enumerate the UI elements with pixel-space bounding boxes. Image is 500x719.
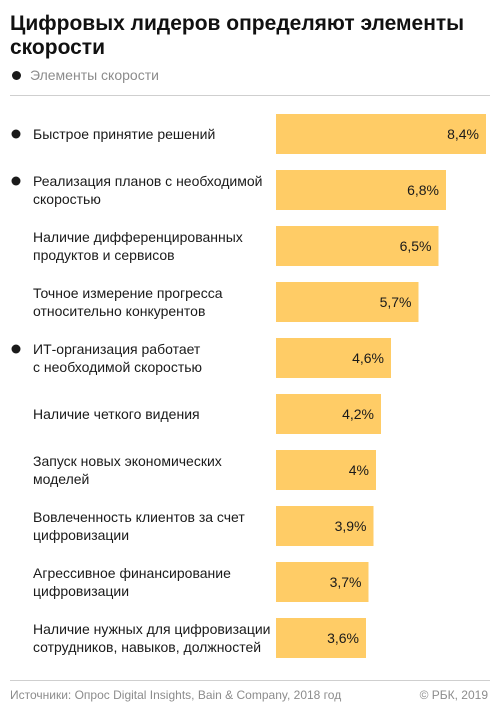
category-label-4: Точное измерение прогресса относительно к…	[33, 285, 223, 319]
bar-1	[276, 114, 486, 154]
category-label-9: Агрессивное финансирование цифровизации	[33, 565, 231, 599]
value-label-1: 8,4%	[447, 126, 479, 142]
value-label-5: 4,6%	[352, 350, 384, 366]
value-label-2: 6,8%	[407, 182, 439, 198]
bar-8	[276, 506, 374, 546]
category-label-10: Наличие нужных для цифровизации сотрудник…	[33, 621, 270, 655]
value-label-7: 4%	[349, 462, 369, 478]
category-label-6: Наличие четкого видения	[33, 406, 200, 422]
category-label-5: ИТ-организация работает с необходимой ско…	[33, 341, 202, 375]
bar-4	[276, 282, 419, 322]
chart-title: Цифровых лидеров определяют элементы ско…	[10, 12, 465, 59]
bar-3	[276, 226, 439, 266]
bottom-divider	[10, 680, 490, 681]
legend-label: Элементы скорости	[30, 67, 159, 83]
copyright: © РБК, 2019	[419, 688, 488, 702]
bar-5	[276, 338, 391, 378]
speed-element-dot-2	[11, 176, 21, 186]
category-label-1: Быстрое принятие решений	[33, 126, 215, 142]
bar-6	[276, 394, 381, 434]
category-label-8: Вовлеченность клиентов за счет цифровизац…	[33, 509, 245, 543]
source-note: Источники: Опрос Digital Insights, Bain …	[10, 688, 342, 702]
value-label-6: 4,2%	[342, 406, 374, 422]
bar-7	[276, 450, 376, 490]
value-label-9: 3,7%	[330, 574, 362, 590]
value-label-3: 6,5%	[400, 238, 432, 254]
speed-element-dot-1	[11, 129, 21, 139]
legend: Элементы скорости	[12, 65, 159, 85]
value-label-4: 5,7%	[380, 294, 412, 310]
category-label-3: Наличие дифференцированных продуктов и се…	[33, 229, 243, 263]
bar-2	[276, 170, 446, 210]
category-label-7: Запуск новых экономических моделей	[33, 453, 222, 487]
value-label-10: 3,6%	[327, 630, 359, 646]
top-divider	[10, 95, 490, 96]
speed-element-dot-5	[11, 344, 21, 354]
legend-marker-dot	[12, 70, 21, 80]
bar-10	[276, 618, 366, 658]
category-label-2: Реализация планов с необходимой скоростью	[33, 173, 262, 207]
bar-9	[276, 562, 369, 602]
value-label-8: 3,9%	[335, 518, 367, 534]
